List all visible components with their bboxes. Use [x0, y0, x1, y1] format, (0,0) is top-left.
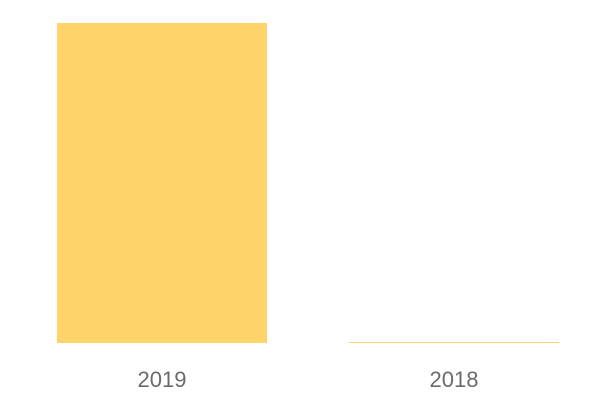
bar-2018 [349, 342, 559, 343]
bar-2019 [57, 23, 267, 343]
x-tick-labels: 2019 2018 [138, 367, 479, 392]
bars [57, 23, 559, 343]
x-tick-label: 2019 [138, 367, 187, 392]
x-tick-label: 2018 [430, 367, 479, 392]
